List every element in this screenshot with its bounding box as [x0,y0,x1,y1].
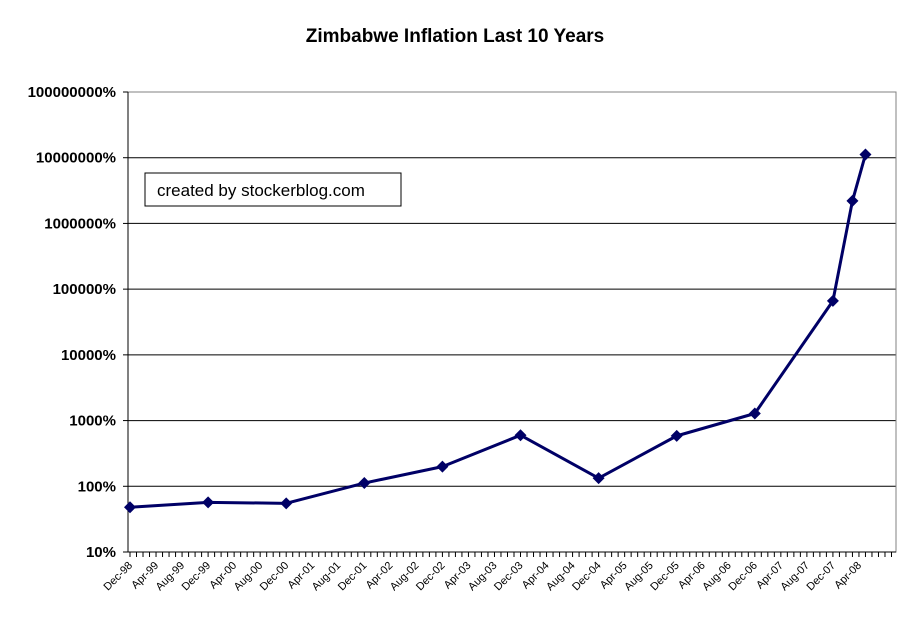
y-tick-label: 100% [78,478,116,495]
chart-title: Zimbabwe Inflation Last 10 Years [306,26,604,47]
plot-area-border [127,91,897,553]
data-point-marker [202,496,215,509]
data-point-marker [124,501,136,514]
y-tick-label: 1000% [69,413,116,430]
annotation-text: created by stockerblog.com [157,181,365,200]
x-tick-label: Dec-06 [726,560,760,594]
x-tick-label: Apr-08 [832,560,864,592]
data-point-marker [358,477,371,490]
y-axis: 100000000% 10000000% 1000000% 100000% 10000%… [28,84,129,561]
y-tick-label: 100000000% [28,84,116,101]
x-tick-label: Dec-01 [336,560,370,594]
data-point-marker [280,497,293,510]
annotation-box: created by stockerblog.com [144,172,402,207]
data-point-marker [514,429,527,442]
data-point-marker [826,294,839,307]
y-tick-label: 100000% [53,281,116,298]
x-tick-label: Dec-00 [258,560,292,594]
x-tick-label: Dec-04 [570,560,604,594]
gridlines [128,157,896,487]
data-point-marker [592,472,605,485]
data-point-marker [670,429,683,442]
series-group [124,148,872,514]
x-tick-label: Dec-03 [492,560,526,594]
x-tick-label: Dec-98 [102,560,136,594]
y-tick-label: 10000000% [36,150,116,167]
y-tick-label: 1000000% [44,215,116,232]
annotation-frame [144,172,402,207]
x-axis: Dec-98Apr-99Aug-99Dec-99Apr-00Aug-00Dec-… [102,551,896,594]
data-point-marker [748,407,761,420]
data-point-marker [436,460,449,473]
x-tick-label: Dec-02 [414,560,448,594]
data-point-marker [859,148,872,161]
data-point-marker [846,194,859,207]
y-tick-label: 10% [86,544,116,561]
series-line [129,154,867,509]
x-tick-label: Dec-05 [648,560,682,594]
x-tick-label: Dec-07 [804,560,838,594]
x-tick-label: Dec-99 [180,560,214,594]
y-tick-label: 10000% [61,347,116,364]
